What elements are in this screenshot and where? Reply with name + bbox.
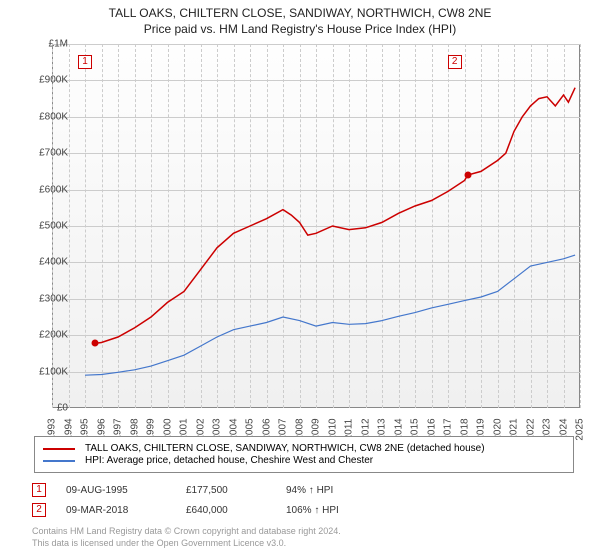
footer-line-2: This data is licensed under the Open Gov… [32, 538, 341, 550]
y-tick-label: £700K [39, 148, 68, 159]
y-tick-label: £200K [39, 330, 68, 341]
plot-area: 12 [52, 44, 580, 408]
legend-label: HPI: Average price, detached house, Ches… [85, 455, 373, 466]
series-hpi [85, 255, 575, 375]
transaction-hpi: 106% ↑ HPI [286, 505, 386, 516]
transaction-hpi: 94% ↑ HPI [286, 485, 386, 496]
chart-subtitle: Price paid vs. HM Land Registry's House … [0, 22, 600, 36]
transaction-date: 09-AUG-1995 [66, 485, 186, 496]
line-series-svg [52, 44, 580, 408]
transaction-dot-1 [91, 340, 98, 347]
footer-line-1: Contains HM Land Registry data © Crown c… [32, 526, 341, 538]
legend-label: TALL OAKS, CHILTERN CLOSE, SANDIWAY, NOR… [85, 443, 485, 454]
y-tick-label: £400K [39, 257, 68, 268]
y-tick-label: £900K [39, 75, 68, 86]
legend-box: TALL OAKS, CHILTERN CLOSE, SANDIWAY, NOR… [34, 436, 574, 473]
legend-item: HPI: Average price, detached house, Ches… [43, 455, 565, 466]
transaction-price: £177,500 [186, 485, 286, 496]
legend-swatch [43, 448, 75, 450]
y-tick-label: £600K [39, 184, 68, 195]
transaction-marker-1: 1 [78, 55, 92, 69]
series-price_paid [95, 88, 575, 344]
gridline-vertical [580, 44, 581, 408]
transaction-row-marker: 2 [32, 503, 46, 517]
transaction-date: 09-MAR-2018 [66, 505, 186, 516]
y-tick-label: £100K [39, 366, 68, 377]
legend-swatch [43, 460, 75, 462]
chart-title-address: TALL OAKS, CHILTERN CLOSE, SANDIWAY, NOR… [0, 6, 600, 20]
y-tick-label: £1M [49, 39, 68, 50]
y-tick-label: £500K [39, 221, 68, 232]
transaction-marker-2: 2 [448, 55, 462, 69]
y-tick-label: £800K [39, 111, 68, 122]
y-tick-label: £300K [39, 293, 68, 304]
transaction-row: 1 09-AUG-1995£177,50094% ↑ HPI [32, 480, 386, 500]
title-block: TALL OAKS, CHILTERN CLOSE, SANDIWAY, NOR… [0, 0, 600, 40]
transaction-dot-2 [464, 172, 471, 179]
transaction-row: 2 09-MAR-2018£640,000106% ↑ HPI [32, 500, 386, 520]
transaction-table: 1 09-AUG-1995£177,50094% ↑ HPI 2 09-MAR-201… [32, 480, 386, 520]
transaction-row-marker: 1 [32, 483, 46, 497]
transaction-price: £640,000 [186, 505, 286, 516]
chart-container: TALL OAKS, CHILTERN CLOSE, SANDIWAY, NOR… [0, 0, 600, 560]
footer-attribution: Contains HM Land Registry data © Crown c… [32, 526, 341, 549]
legend-item: TALL OAKS, CHILTERN CLOSE, SANDIWAY, NOR… [43, 443, 565, 454]
x-tick-label: 2025 [575, 415, 586, 445]
y-tick-label: £0 [57, 403, 68, 414]
